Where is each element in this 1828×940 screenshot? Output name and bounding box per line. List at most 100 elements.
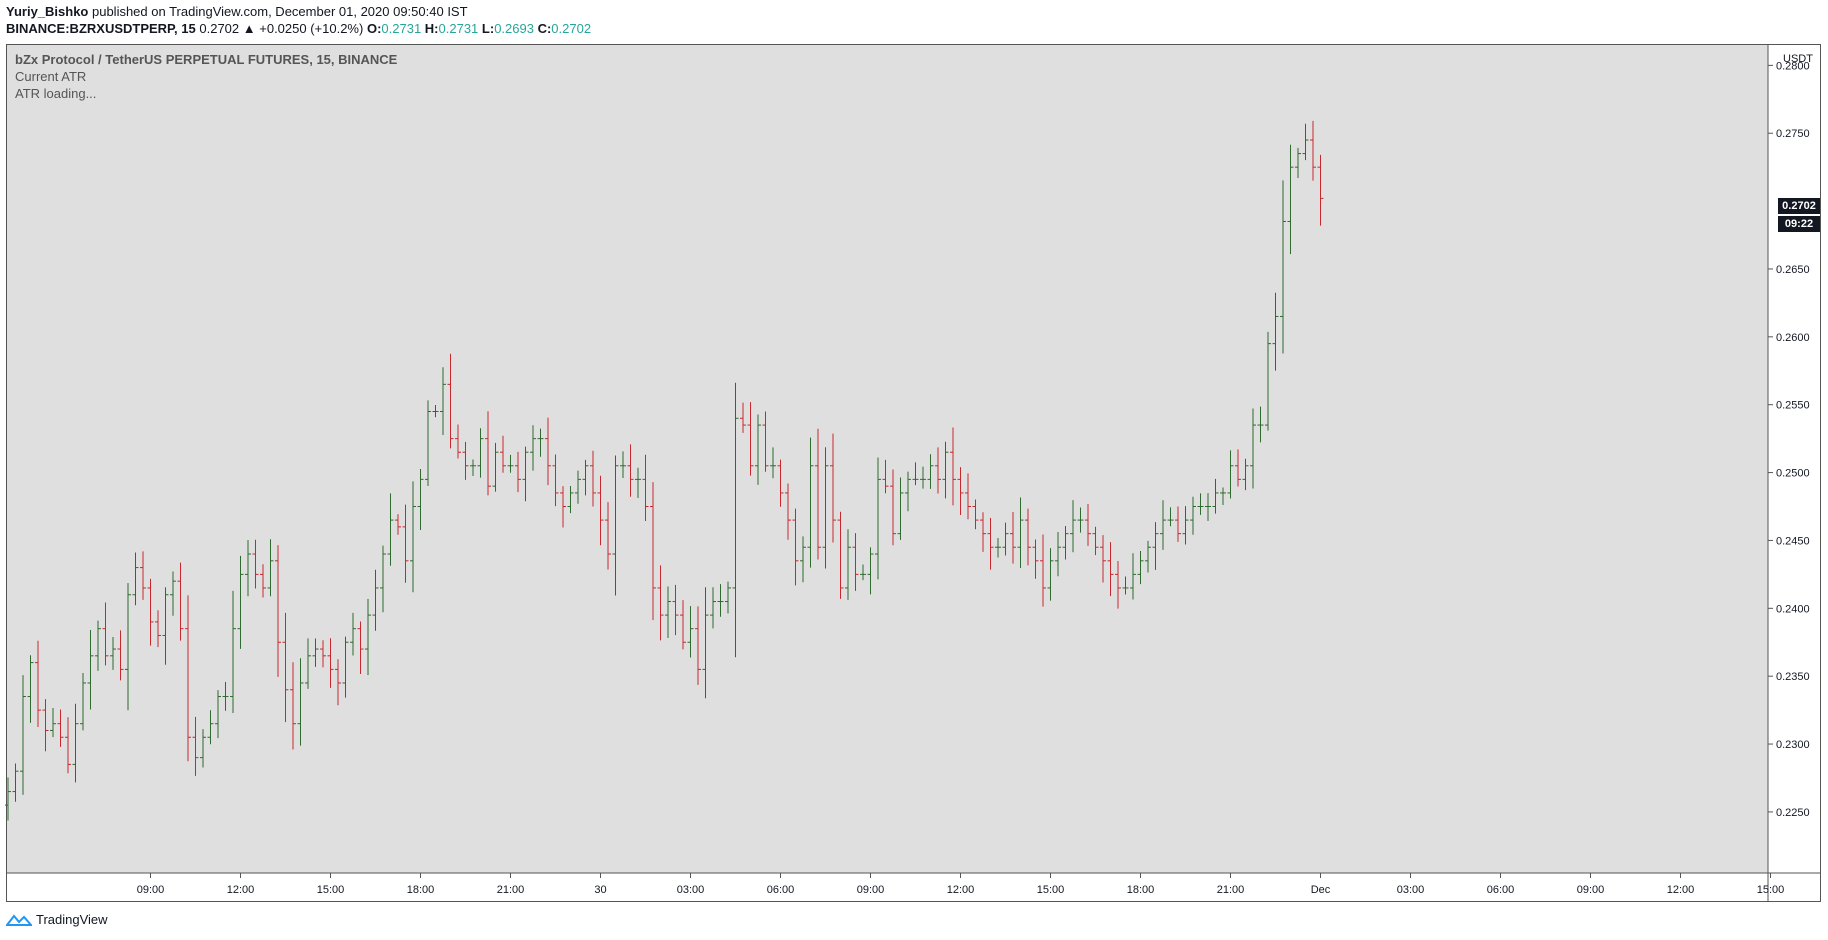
ohlc-bar: [410, 481, 416, 593]
ohlc-bar: [605, 502, 611, 570]
ohlc-bar: [747, 402, 754, 476]
low-value: 0.2693: [494, 21, 534, 36]
ohlc-bar: [725, 581, 731, 614]
ohlc-bar: [372, 569, 379, 631]
ohlc-bar: [500, 435, 506, 473]
price-tick-label: 0.2350: [1776, 671, 1810, 683]
ohlc-bar: [1055, 531, 1061, 577]
ohlc-bar: [140, 551, 146, 600]
ohlc-bar: [312, 638, 319, 667]
ohlc-bar: [597, 475, 604, 546]
ohlc-bar: [650, 482, 656, 621]
ohlc-bar: [1130, 553, 1136, 600]
ohlc-bar: [185, 595, 191, 762]
ohlc-bar: [1175, 506, 1181, 542]
ohlc-bar: [1250, 408, 1256, 489]
ohlc-bar: [447, 353, 454, 449]
ohlc-bar: [110, 637, 116, 670]
ohlc-bar: [95, 620, 101, 671]
ohlc-bar: [620, 451, 626, 478]
ohlc-bar: [305, 638, 311, 689]
ohlc-bar: [35, 640, 41, 727]
price-bars: [5, 120, 1324, 821]
ohlc-bar: [320, 640, 326, 668]
ohlc-bar: [80, 672, 86, 731]
ohlc-bar: [530, 425, 536, 471]
ohlc-bar: [702, 587, 709, 699]
time-tick-label: 06:00: [1487, 884, 1515, 896]
ohlc-bar: [425, 400, 431, 487]
ohlc-bar: [522, 446, 529, 502]
time-tick-label: 09:00: [1577, 884, 1605, 896]
price-tick-label: 0.2400: [1776, 603, 1810, 615]
ohlc-bar: [642, 454, 649, 521]
price-tick-label: 0.2800: [1776, 60, 1810, 72]
ohlc-bar: [12, 763, 19, 802]
ohlc-bar: [275, 545, 281, 677]
ohlc-bar: [65, 717, 71, 774]
time-tick-label: 30: [594, 884, 606, 896]
ohlc-bar: [837, 511, 844, 599]
ohlc-bar: [327, 638, 334, 688]
ohlc-bar: [335, 659, 341, 706]
ohlc-bar: [815, 428, 821, 560]
ohlc-bar: [822, 447, 829, 569]
ohlc-bar: [147, 578, 154, 646]
ohlc-bar: [627, 444, 634, 497]
ohlc-bar: [1257, 406, 1264, 443]
ohlc-bar: [237, 555, 244, 649]
ohlc-bar: [395, 514, 401, 535]
ohlc-bar: [1317, 154, 1324, 226]
time-tick-label: 18:00: [1127, 884, 1155, 896]
ohlc-bar: [1137, 550, 1144, 585]
price-tick-label: 0.2250: [1776, 807, 1810, 819]
ohlc-bar: [545, 417, 551, 486]
ohlc-bar: [1070, 500, 1076, 553]
time-tick-label: 09:00: [857, 884, 885, 896]
ohlc-bar: [890, 469, 896, 546]
ohlc-bar: [215, 690, 221, 739]
ohlc-bar: [1182, 506, 1189, 545]
plot-background: [7, 45, 1768, 873]
ohlc-bar: [957, 467, 964, 516]
price-axis[interactable]: 0.2800 0.2750 0.2650 0.2600 0.2550 0.2500 0.24…: [1768, 60, 1810, 819]
ohlc-bar: [777, 459, 784, 507]
author-name[interactable]: Yuriy_Bishko: [6, 4, 89, 19]
high-value: 0.2731: [438, 21, 479, 36]
ohlc-bar: [1160, 500, 1166, 550]
ohlc-bar: [1122, 576, 1129, 595]
time-axis[interactable]: 09:00 12:00 15:00 18:00 21:00 30 03:00 06:00 09:…: [137, 873, 1785, 896]
ohlc-bar: [897, 477, 904, 540]
publish-info: Yuriy_Bishko published on TradingView.co…: [6, 4, 468, 19]
ohlc-bar: [785, 483, 791, 540]
tradingview-logo-icon: [6, 913, 32, 926]
ohlc-bar: [995, 538, 1001, 558]
ohlc-bar: [830, 433, 836, 543]
symbol-info-line: BINANCE:BZRXUSDTPERP, 15 0.2702 ▲ +0.025…: [6, 21, 591, 36]
price-change: ▲ +0.0250 (+10.2%): [242, 21, 364, 36]
ohlc-bar: [867, 547, 874, 595]
time-tick-label: 09:00: [137, 884, 165, 896]
price-tick-label: 0.2600: [1776, 332, 1810, 344]
time-tick-label: 12:00: [947, 884, 975, 896]
last-price-badge: 0.2702: [1778, 198, 1820, 214]
ohlc-bar: [470, 459, 476, 477]
ohlc-bar: [1272, 292, 1279, 371]
price-tick-label: 0.2500: [1776, 468, 1810, 480]
footer-brand[interactable]: TradingView: [6, 912, 108, 927]
ohlc-bar: [800, 536, 806, 583]
ohlc-bar: [507, 454, 514, 473]
countdown-badge: 09:22: [1778, 216, 1820, 232]
ohlc-bar: [462, 441, 469, 480]
ohlc-bar: [350, 612, 356, 656]
ohlc-bar: [1107, 542, 1114, 597]
time-tick-label: 03:00: [677, 884, 705, 896]
time-tick-label: Dec: [1311, 884, 1331, 896]
ohlc-bar: [485, 411, 491, 496]
ohlc-bar: [1242, 458, 1249, 491]
ohlc-bar: [42, 699, 49, 752]
ohlc-bar: [155, 610, 161, 648]
ohlc-bar: [1310, 120, 1316, 181]
ohlc-bar: [972, 499, 979, 530]
